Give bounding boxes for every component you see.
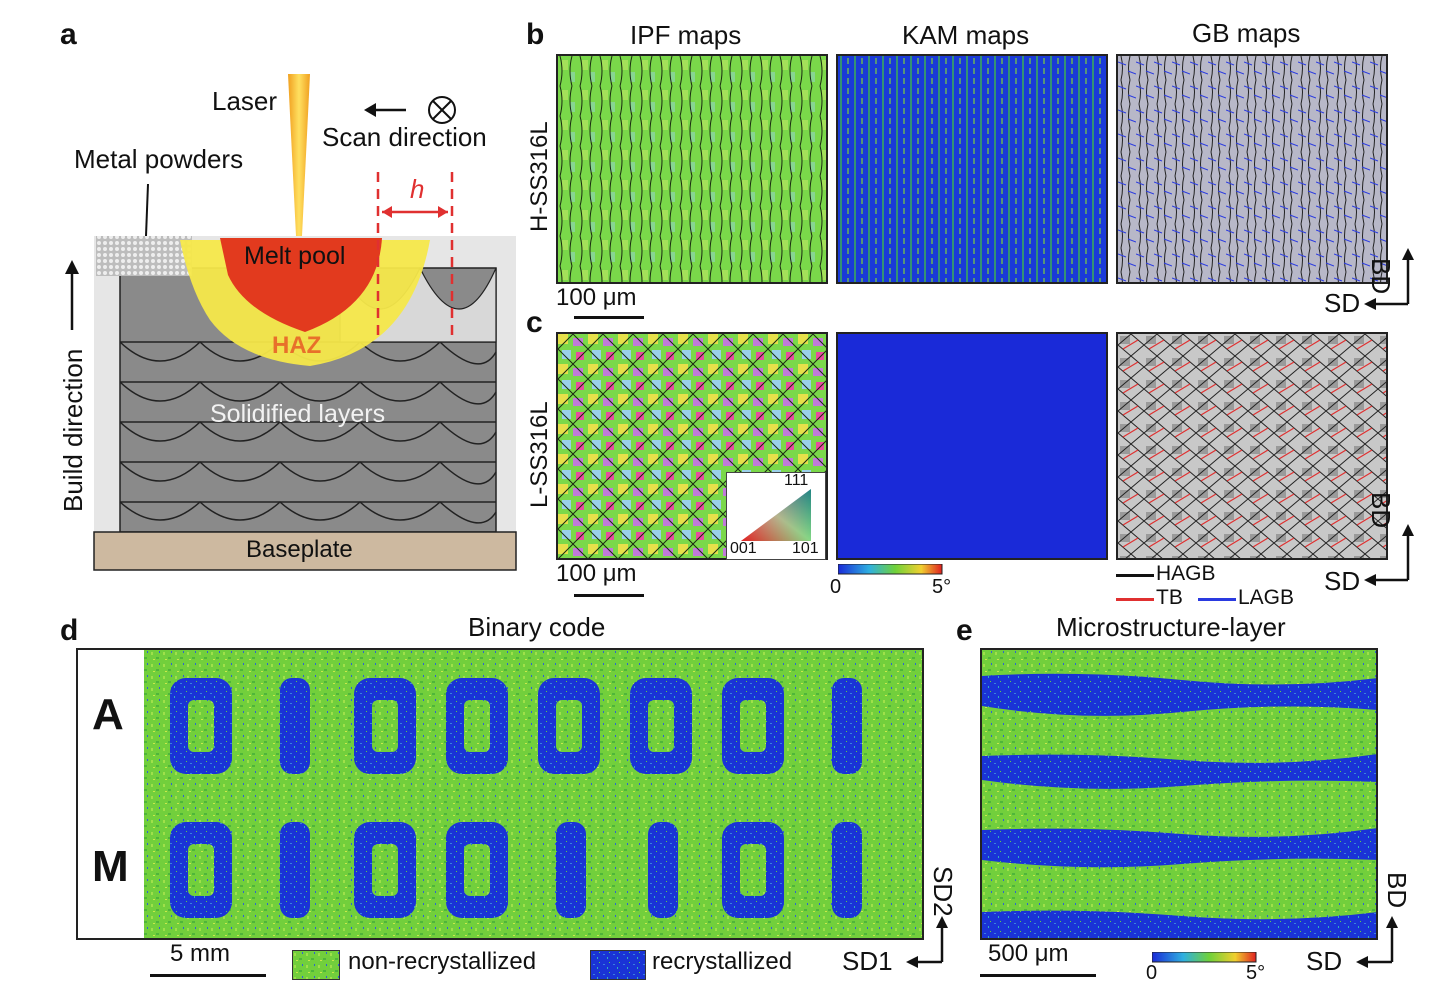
col-kam-title: KAM maps: [902, 20, 1030, 50]
ipf-111-label: 111: [784, 472, 809, 489]
axis-bd-c: BD: [1366, 492, 1396, 529]
col-ipf-title: IPF maps: [630, 20, 742, 50]
legend-rec: recrystallized: [652, 948, 793, 975]
digit-a-2: [354, 678, 416, 774]
gb-map-l: [1116, 332, 1388, 560]
col-gb-title: GB maps: [1192, 18, 1301, 48]
axis-bd-e: BD: [1382, 872, 1412, 909]
panel-e-label: e: [956, 614, 973, 647]
scale-bar-c: [574, 594, 644, 597]
gb-map-h: [1116, 54, 1388, 284]
legend-lagb: LAGB: [1238, 586, 1295, 609]
ipf-001-label: 001: [730, 540, 757, 557]
digit-m-0: [170, 822, 232, 918]
axis-arrows-c: [1364, 524, 1414, 586]
digit-a-3: [446, 678, 508, 774]
binary-code-map: [76, 648, 924, 940]
kam-map-h: [836, 54, 1108, 284]
digit-m-5: [648, 822, 678, 918]
legend-nonrec-swatch: [292, 950, 340, 980]
row-a-label: A: [92, 690, 124, 739]
digit-a-7: [832, 678, 862, 774]
digit-m-3: [446, 822, 508, 918]
scale-e-label: 500 μm: [988, 940, 1069, 967]
digit-m-4: [556, 822, 586, 918]
digit-m-2: [354, 822, 416, 918]
legend-lagb-line: [1198, 598, 1236, 601]
digit-a-4: [538, 678, 600, 774]
digit-m-7: [832, 822, 862, 918]
kam-min-c: 0: [830, 576, 842, 598]
legend-hagb: HAGB: [1156, 562, 1216, 585]
legend-nonrec: non-recrystallized: [348, 948, 537, 975]
scale-d-label: 5 mm: [170, 940, 230, 967]
scale-bar-d: [150, 974, 266, 977]
panel-b-label: b: [526, 18, 545, 51]
scale-bar-e: [980, 974, 1096, 977]
kam-max-e: 5°: [1246, 962, 1266, 984]
digit-a-1: [280, 678, 310, 774]
digit-a-0: [170, 678, 232, 774]
legend-hagb-line: [1116, 574, 1154, 577]
metal-powders-label: Metal powders: [74, 144, 244, 174]
binary-code-title: Binary code: [468, 612, 606, 642]
haz-label: HAZ: [272, 332, 322, 359]
build-direction-label: Build direction: [58, 348, 88, 512]
ipf-101-label: 101: [792, 540, 819, 557]
panel-a-diagram: [65, 74, 517, 571]
kam-max-c: 5°: [932, 576, 952, 598]
axis-arrows-d: [906, 916, 948, 968]
axis-sd1-d: SD1: [842, 946, 893, 976]
ipf-triangle-inset: [726, 472, 826, 560]
panel-c-label: c: [526, 306, 543, 339]
scale-c-label: 100 μm: [556, 560, 637, 587]
axis-arrows-b: [1364, 248, 1414, 310]
melt-pool-label: Melt pool: [244, 242, 346, 270]
axis-bd-b: BD: [1366, 258, 1396, 295]
legend-tb: TB: [1156, 586, 1183, 609]
ipf-map-h: [556, 54, 828, 284]
row-h-label: H-SS316L: [526, 121, 553, 232]
baseplate-label: Baseplate: [246, 536, 353, 563]
axis-sd2-d: SD2: [928, 866, 958, 917]
digit-m-6: [722, 822, 784, 918]
kam-map-l: [836, 332, 1108, 560]
axis-sd-c: SD: [1324, 566, 1361, 596]
digit-m-1: [280, 822, 310, 918]
h-label: h: [410, 174, 425, 204]
digit-a-6: [722, 678, 784, 774]
panel-d-label: d: [60, 614, 79, 647]
microstructure-layer-map: [980, 648, 1378, 940]
microstructure-layer-title: Microstructure-layer: [1056, 612, 1286, 642]
panel-a-label: a: [60, 18, 77, 51]
legend-rec-swatch: [590, 950, 646, 980]
kam-min-e: 0: [1146, 962, 1158, 984]
kam-colorbar-e: [1152, 952, 1257, 963]
laser-label: Laser: [212, 86, 278, 116]
scan-direction-label: Scan direction: [322, 122, 487, 152]
row-l-label: L-SS316L: [526, 401, 553, 508]
scale-bar-b: [574, 316, 644, 319]
solidified-layers-label: Solidified layers: [210, 400, 386, 428]
row-m-label: M: [92, 842, 129, 891]
axis-sd-e: SD: [1306, 946, 1343, 976]
scale-b-label: 100 μm: [556, 284, 637, 311]
kam-colorbar-c: [838, 564, 943, 575]
axis-sd-b: SD: [1324, 288, 1361, 318]
legend-tb-line: [1116, 598, 1154, 601]
axis-arrows-e: [1356, 916, 1398, 968]
digit-a-5: [630, 678, 692, 774]
